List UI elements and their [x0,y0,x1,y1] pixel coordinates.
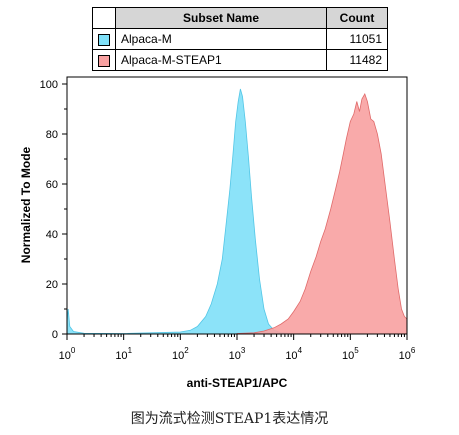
y-tick-label-60: 60 [46,179,58,191]
x-axis-label: anti-STEAP1/APC [187,376,288,390]
legend-count-alpaca-m-steap1: 11482 [326,49,388,71]
histogram-chart: 0 20 40 60 80 100 100 101 102 103 104 105 106 Normal… [19,76,416,390]
axis-layer: 0 20 40 60 80 100 100 101 102 103 104 105 106 [40,79,416,362]
series-area-alpaca-m [66,88,295,335]
y-tick-label-40: 40 [46,229,58,241]
x-tick-label-6: 106 [399,346,416,362]
x-tick-label-5: 105 [342,346,359,362]
x-tick-label-0: 100 [59,346,76,362]
y-tick-label-20: 20 [46,279,58,291]
y-tick-label-100: 100 [40,79,58,91]
legend-swatch-alpaca-m-steap1 [98,54,110,67]
x-tick-label-1: 101 [115,346,132,362]
x-tick-label-2: 102 [172,346,189,362]
y-tick-label-0: 0 [52,329,58,341]
legend-swatch-cell [92,49,116,71]
y-tick-label-80: 80 [46,129,58,141]
series-area-alpaca-m-steap1 [236,93,408,335]
legend-name-alpaca-m-steap1: Alpaca-M-STEAP1 [115,49,327,71]
legend-table: Subset Name Count Alpaca-M 11051 Alpaca-… [92,7,388,71]
x-tick-label-3: 103 [229,346,246,362]
x-tick-label-4: 104 [285,346,302,362]
legend-swatch-alpaca-m [98,33,110,46]
figure-caption: 图为流式检测STEAP1表达情况 [130,411,329,427]
legend-header-name: Subset Name [115,7,327,29]
legend-row-alpaca-m-steap1: Alpaca-M-STEAP1 11482 [92,49,388,71]
y-axis-label: Normalized To Mode [19,146,33,263]
series-layer [66,88,408,335]
